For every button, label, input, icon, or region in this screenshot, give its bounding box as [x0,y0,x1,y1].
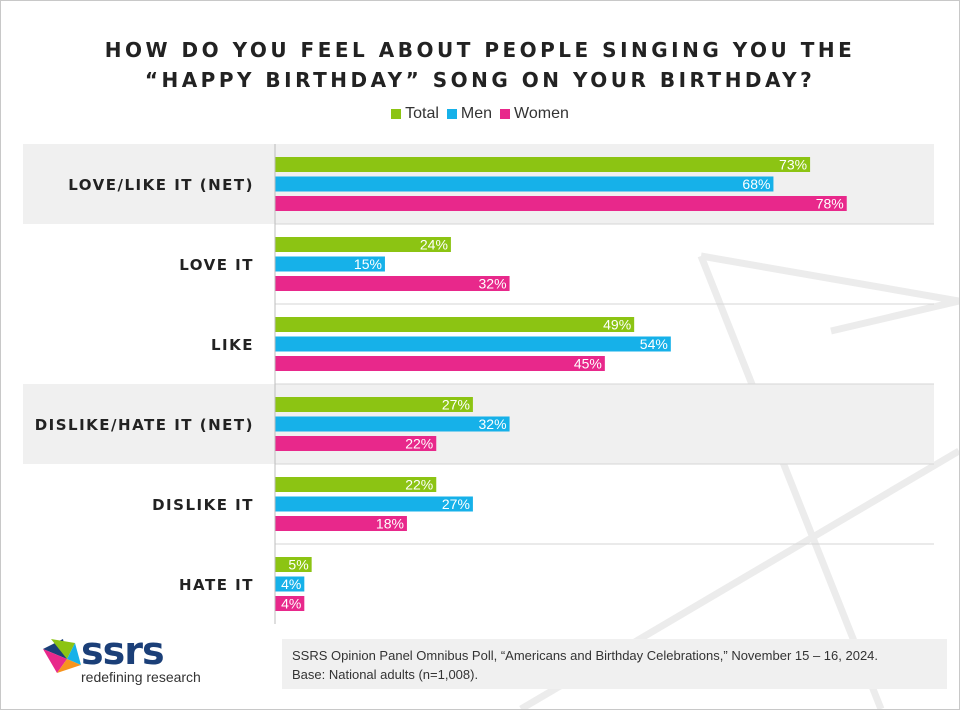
data-label-men-love-like-it-net: 68% [742,176,770,192]
data-label-total-love-like-it-net: 73% [779,157,807,173]
bar-chart: LOVE/LIKE IT (NET) 73% 68% 78% LOVE IT 24% 15%… [23,144,934,624]
data-label-total-love-it: 24% [420,237,448,253]
bar-total-dislike-hate-it-net [275,397,473,412]
data-label-men-hate-it: 4% [281,576,301,592]
logo-tagline: redefining research [81,669,201,685]
data-label-men-dislike-it: 27% [442,496,470,512]
legend-swatch-men [446,109,457,119]
bar-women-hate-it [275,596,305,611]
data-label-total-dislike-hate-it-net: 27% [442,397,470,413]
data-label-total-like: 49% [603,317,631,333]
data-label-women-dislike-it: 18% [376,516,404,532]
logo-name: ssrs [81,629,165,673]
data-label-women-love-like-it-net: 78% [816,196,844,212]
legend-swatch-women [500,109,511,119]
category-label-love-like-it-net: LOVE/LIKE IT (NET) [68,176,254,194]
bar-total-dislike-it [275,477,437,492]
bar-men-hate-it [275,576,305,592]
legend-label-total: Total [405,105,439,122]
legend-item-women: Women [500,105,569,123]
category-label-dislike-hate-it-net: DISLIKE/HATE IT (NET) [35,416,254,434]
legend: Total Men Women [1,105,959,123]
data-label-men-like: 54% [640,336,668,352]
data-label-total-hate-it: 5% [288,557,308,573]
bar-women-like [275,356,605,371]
legend-label-men: Men [460,105,493,122]
bar-men-love-like-it-net [275,176,774,192]
chart-title-line-1: HOW DO YOU FEEL ABOUT PEOPLE SINGING YOU… [104,38,856,62]
legend-item-total: Total [391,105,439,123]
chart-title: HOW DO YOU FEEL ABOUT PEOPLE SINGING YOU… [1,35,959,95]
bar-women-love-it [275,276,510,291]
bar-total-hate-it [275,557,312,572]
data-label-women-hate-it: 4% [281,596,301,612]
footnote-line-2: Base: National adults (n=1,008). [292,667,479,682]
data-label-men-love-it: 15% [354,256,382,272]
data-label-men-dislike-hate-it-net: 32% [479,416,507,432]
bar-men-love-it [275,256,385,272]
data-label-women-dislike-hate-it-net: 22% [405,436,433,452]
data-label-total-dislike-it: 22% [405,477,433,493]
category-label-hate-it: HATE IT [179,576,254,594]
legend-swatch-total [391,109,402,119]
category-label-dislike-it: DISLIKE IT [152,496,254,514]
legend-item-men: Men [446,105,493,123]
bar-total-love-like-it-net [275,157,811,172]
bar-total-love-it [275,237,451,252]
data-label-women-like: 45% [574,356,602,372]
ssrs-logo: ssrs redefining research [41,631,241,691]
bar-men-dislike-it [275,496,473,512]
bar-men-like [275,336,671,352]
bar-women-dislike-hate-it-net [275,436,437,451]
category-label-love-it: LOVE IT [179,256,254,274]
category-label-like: LIKE [211,336,254,354]
chart-title-line-2: “HAPPY BIRTHDAY” SONG ON YOUR BIRTHDAY? [144,68,816,92]
bar-women-dislike-it [275,516,407,531]
bar-total-like [275,317,635,332]
legend-label-women: Women [514,105,569,122]
bar-women-love-like-it-net [275,196,847,211]
data-label-women-love-it: 32% [479,276,507,292]
source-footnote: SSRS Opinion Panel Omnibus Poll, “Americ… [282,639,947,689]
bar-men-dislike-hate-it-net [275,416,510,432]
logo-mark-icon [43,639,81,673]
footnote-line-1: SSRS Opinion Panel Omnibus Poll, “Americ… [292,648,879,663]
